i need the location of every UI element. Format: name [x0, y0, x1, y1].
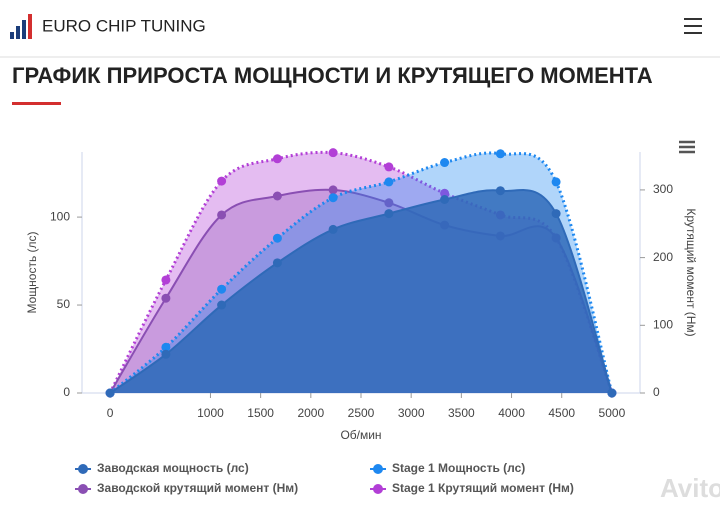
data-point	[328, 148, 338, 158]
legend-item[interactable]: Stage 1 Крутящий момент (Нм)	[370, 481, 574, 495]
data-point	[440, 194, 450, 204]
logo	[10, 14, 32, 39]
legend-item[interactable]: Заводской крутящий момент (Нм)	[75, 481, 298, 495]
data-point	[551, 209, 561, 219]
x-tick-label: 0	[107, 406, 114, 420]
x-tick-label: 2500	[348, 406, 375, 420]
data-point	[384, 198, 394, 208]
y2-tick-label: 300	[653, 182, 673, 196]
menu-button[interactable]	[684, 18, 702, 34]
data-point	[105, 388, 115, 398]
x-tick-label: 5000	[599, 406, 626, 420]
legend-label: Заводская мощность (лс)	[97, 461, 249, 475]
chart-menu[interactable]	[679, 140, 695, 154]
legend-label: Stage 1 Мощность (лс)	[392, 461, 525, 475]
data-point	[328, 224, 338, 234]
legend-item[interactable]: Stage 1 Мощность (лс)	[370, 461, 525, 475]
x-tick-label: 3500	[448, 406, 475, 420]
data-point	[161, 293, 171, 303]
data-point	[161, 342, 171, 352]
x-tick-label: 4500	[548, 406, 575, 420]
y-axis-title: Мощность (лс)	[25, 231, 39, 313]
y2-axis-title: Крутящий момент (Нм)	[684, 208, 698, 336]
y-tick-label: 50	[57, 297, 71, 311]
data-point	[384, 162, 394, 172]
data-point	[328, 185, 338, 195]
data-point	[217, 284, 227, 294]
x-tick-label: 4000	[498, 406, 525, 420]
x-tick-label: 1000	[197, 406, 224, 420]
data-point	[440, 188, 450, 198]
x-tick-label: 3000	[398, 406, 425, 420]
watermark: Avito	[660, 473, 720, 503]
page-title: ГРАФИК ПРИРОСТА МОЩНОСТИ И КРУТЯЩЕГО МОМ…	[12, 63, 653, 88]
x-tick-label: 2000	[297, 406, 324, 420]
data-point	[217, 210, 227, 220]
legend-label: Stage 1 Крутящий момент (Нм)	[392, 481, 574, 495]
title-underline	[12, 102, 61, 105]
y2-tick-label: 0	[653, 385, 660, 399]
legend-label: Заводской крутящий момент (Нм)	[97, 481, 298, 495]
data-point	[161, 275, 171, 285]
data-point	[495, 186, 505, 196]
data-point	[384, 209, 394, 219]
data-point	[161, 349, 171, 359]
y-tick-label: 100	[50, 209, 70, 223]
data-point	[217, 176, 227, 186]
x-axis-title: Об/мин	[340, 428, 381, 442]
legend-item[interactable]: Заводская мощность (лс)	[75, 461, 249, 475]
data-point	[551, 177, 561, 187]
data-point	[272, 154, 282, 164]
x-tick-label: 1500	[247, 406, 274, 420]
data-point	[217, 300, 227, 310]
legend-marker	[78, 464, 88, 474]
area-fill	[110, 190, 612, 393]
data-point	[495, 149, 505, 159]
legend-marker	[373, 464, 383, 474]
y2-tick-label: 200	[653, 250, 673, 264]
data-point	[607, 388, 617, 398]
legend-marker	[373, 484, 383, 494]
y-tick-label: 0	[63, 385, 70, 399]
data-point	[440, 158, 450, 168]
data-point	[272, 233, 282, 243]
data-point	[384, 177, 394, 187]
data-point	[272, 258, 282, 268]
brand: EURO CHIP TUNING	[42, 16, 206, 35]
y2-tick-label: 100	[653, 317, 673, 331]
legend-marker	[78, 484, 88, 494]
data-point	[328, 193, 338, 203]
data-point	[272, 191, 282, 201]
